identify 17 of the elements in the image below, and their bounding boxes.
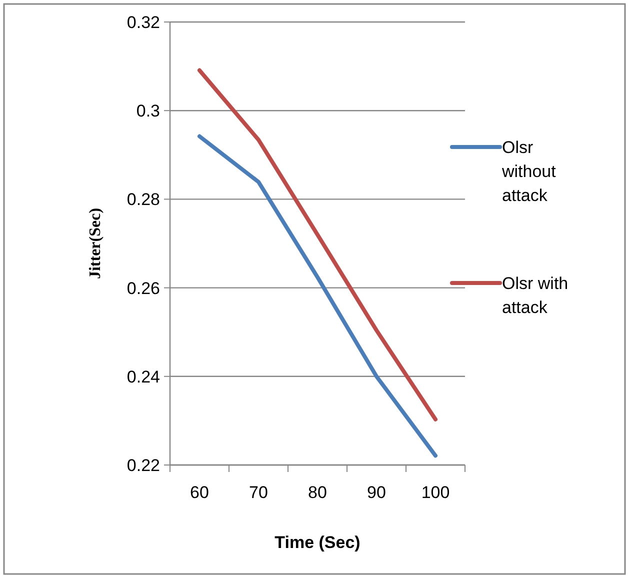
legend-label: Olsr without attack (501, 138, 556, 205)
line-series (198, 134, 438, 458)
x-tick-label: 70 (249, 483, 268, 502)
x-tick-label: 100 (421, 483, 450, 502)
y-tick-label: 0.22 (126, 456, 160, 475)
x-tick-label: 90 (367, 483, 386, 502)
x-tick-label: 60 (190, 483, 209, 502)
y-tick-label: 0.3 (136, 102, 160, 121)
y-axis-title: Jitter(Sec) (87, 208, 104, 280)
line-series (198, 68, 438, 422)
y-tick-label: 0.28 (126, 190, 160, 210)
x-tick-label: 80 (308, 483, 327, 502)
legend-label: Olsr with attack (502, 274, 568, 317)
y-tick-label: 0.24 (126, 367, 160, 386)
x-axis-title: Time (Sec) (274, 533, 360, 552)
y-tick-label: 0.26 (126, 278, 160, 298)
y-tick-label: 0.32 (126, 12, 160, 32)
